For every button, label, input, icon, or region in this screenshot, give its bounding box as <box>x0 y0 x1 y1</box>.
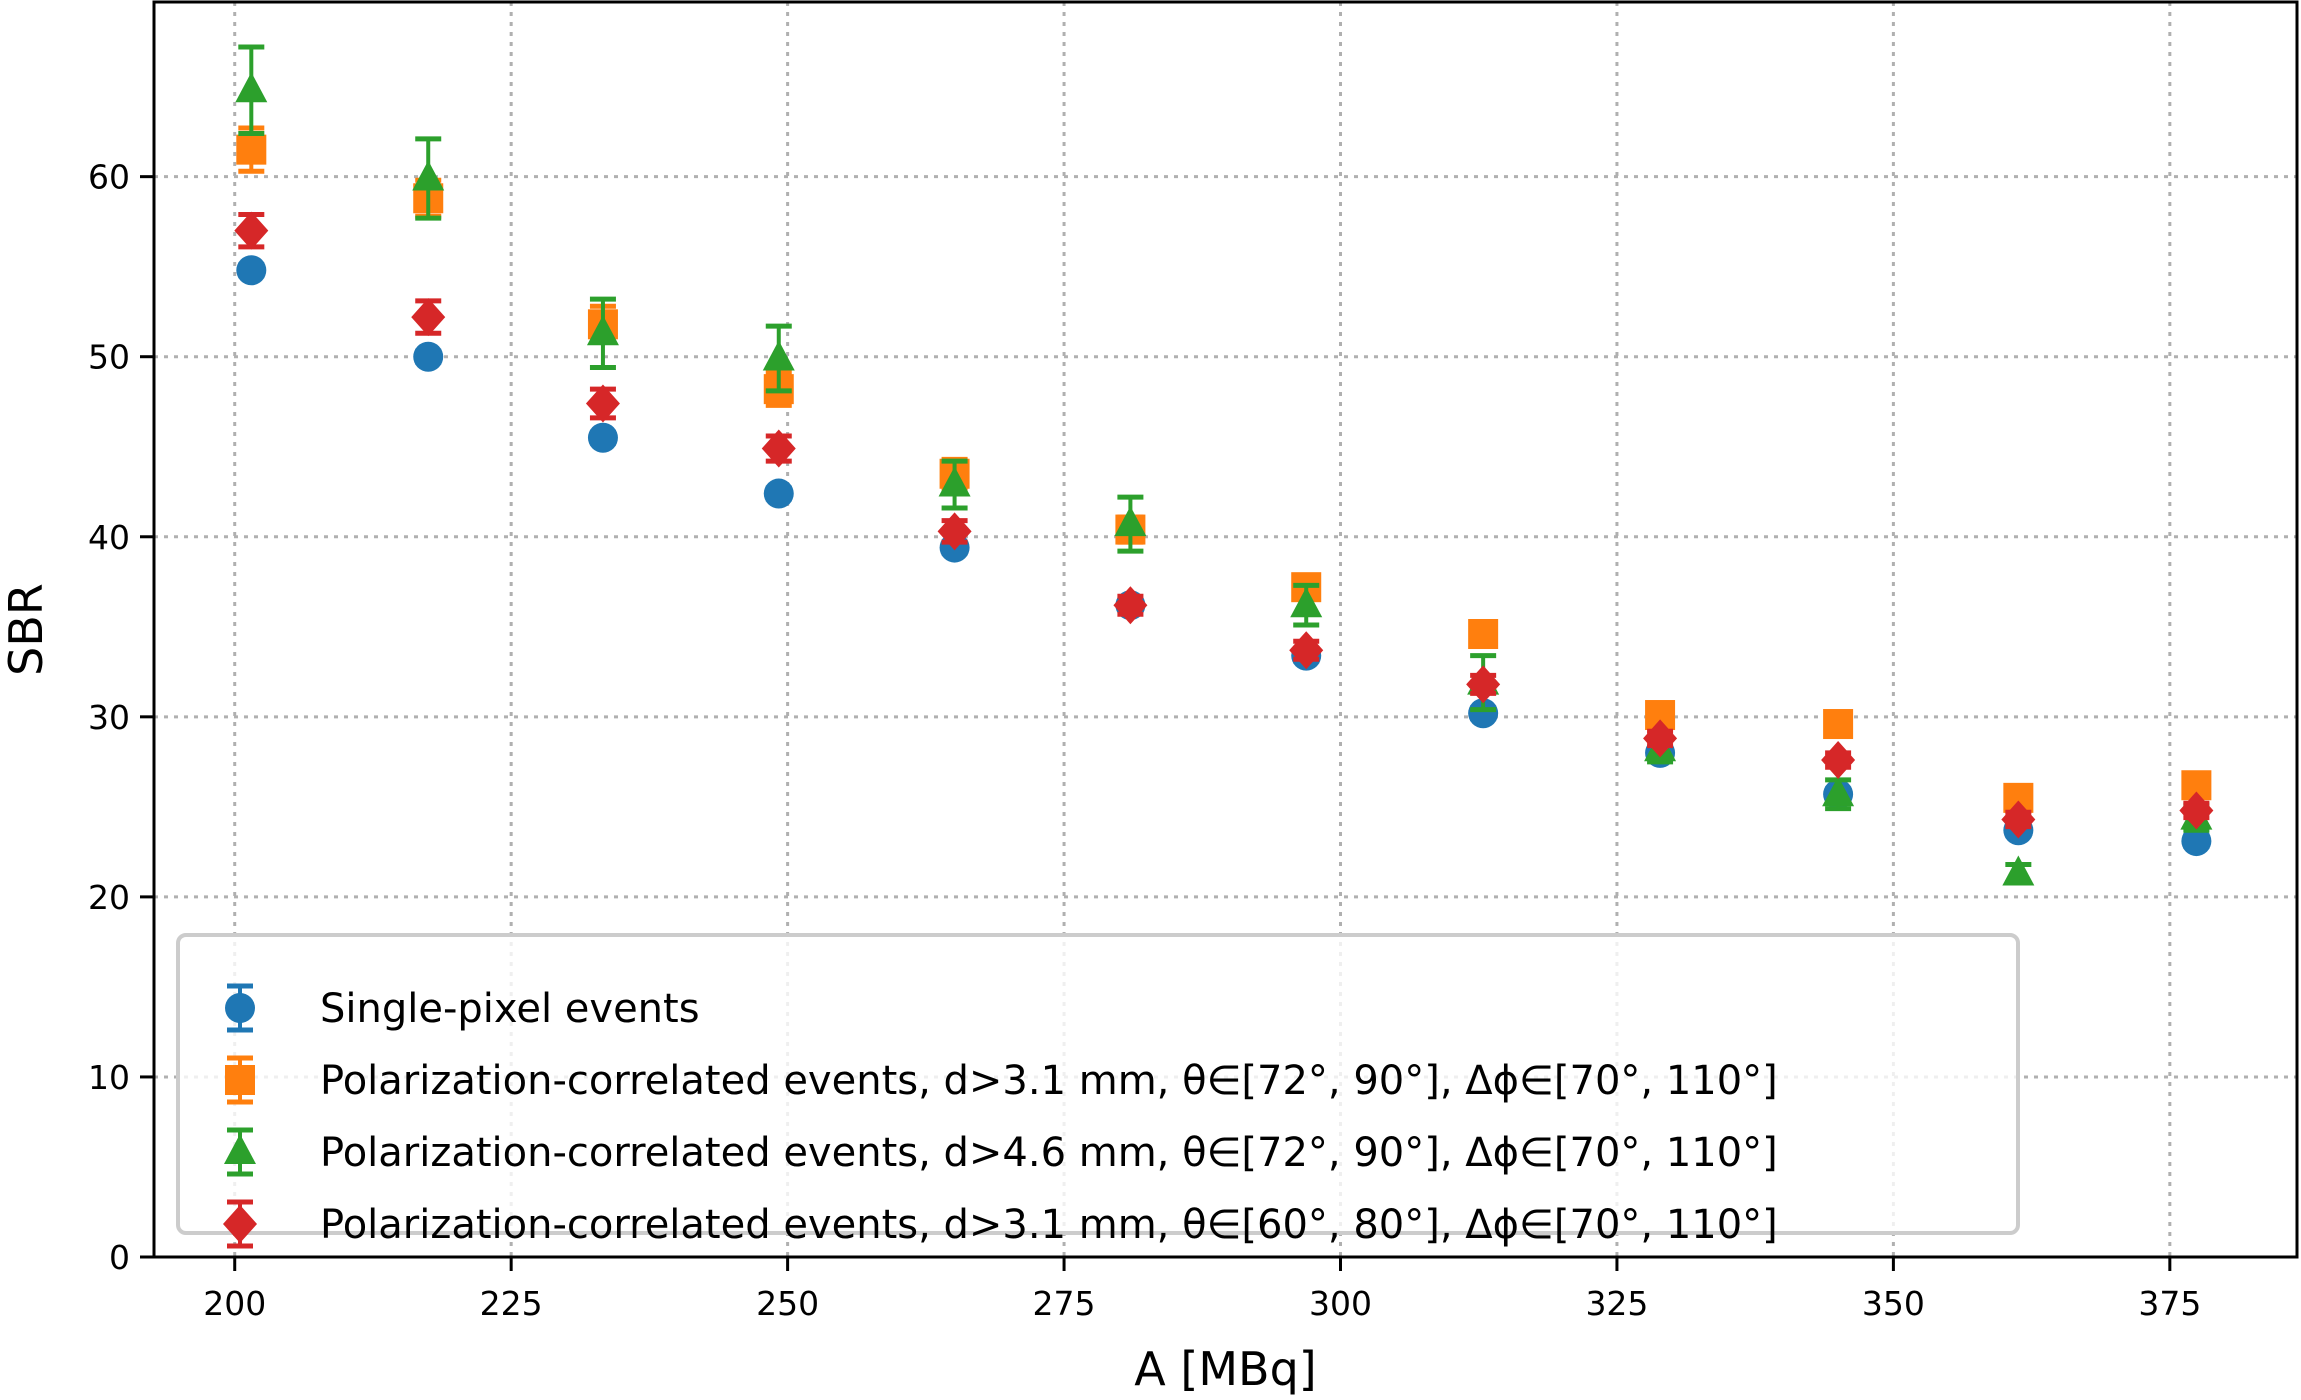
x-axis-label: A [MBq] <box>1134 1342 1316 1396</box>
data-point-circle <box>236 255 267 286</box>
legend-item: Polarization-correlated events, d>3.1 mm… <box>225 1055 1778 1105</box>
data-point-square <box>236 134 267 165</box>
data-point-triangle <box>1290 587 1323 618</box>
data-point-circle <box>763 478 794 509</box>
legend: Single-pixel events Polarization-correlat… <box>176 933 2020 1249</box>
series-4 <box>234 211 2214 839</box>
x-tick-label: 350 <box>1862 1284 1925 1323</box>
data-point-triangle <box>412 160 445 191</box>
legend-label: Polarization-correlated events, d>3.1 mm… <box>320 1202 1778 1248</box>
y-tick-label: 60 <box>88 158 130 197</box>
data-point-diamond <box>1466 665 1501 704</box>
x-tick-label: 275 <box>1033 1284 1096 1323</box>
legend-marker-diamond <box>223 1205 257 1243</box>
y-tick-label: 50 <box>88 338 130 377</box>
y-tick-label: 30 <box>88 698 130 737</box>
data-point-diamond <box>411 298 446 337</box>
legend-marker-circle <box>225 993 255 1023</box>
data-point-diamond <box>1113 586 1148 625</box>
legend-item: Polarization-correlated events, d>3.1 mm… <box>223 1199 1778 1249</box>
axis-ticks: 200 225 250 275 300 325 350 375 0 10 20 30 40 50 60 <box>88 158 2201 1323</box>
data-point-triangle <box>1114 506 1147 537</box>
data-point-triangle <box>762 340 795 371</box>
series-2 <box>236 125 2212 813</box>
data-point-diamond <box>585 384 620 423</box>
x-tick-label: 325 <box>1585 1284 1648 1323</box>
x-tick-label: 375 <box>2138 1284 2201 1323</box>
plot-frame <box>152 0 2299 1259</box>
x-tick-label: 225 <box>480 1284 543 1323</box>
y-tick-label: 20 <box>88 878 130 917</box>
x-tick-label: 250 <box>756 1284 819 1323</box>
data-point-triangle <box>586 315 619 346</box>
x-tick-label: 300 <box>1309 1284 1372 1323</box>
series-1 <box>236 255 2212 857</box>
data-point-circle <box>413 341 444 372</box>
data-point-circle <box>587 422 618 453</box>
y-tick-label: 0 <box>109 1238 130 1277</box>
legend-marker-square <box>225 1065 255 1095</box>
data-point-triangle <box>235 72 268 103</box>
data-point-triangle <box>938 466 971 497</box>
data-point-triangle <box>1822 776 1855 807</box>
legend-label: Polarization-correlated events, d>3.1 mm… <box>320 1058 1778 1104</box>
series-3 <box>235 44 2213 886</box>
legend-label: Single-pixel events <box>320 986 700 1032</box>
data-point-diamond <box>937 512 972 551</box>
data-point-diamond <box>1821 741 1856 780</box>
data-point-circle <box>1468 698 1499 729</box>
y-axis-label: SBR <box>0 583 53 676</box>
legend-item: Polarization-correlated events, d>4.6 mm… <box>224 1127 1778 1177</box>
data-point-circle <box>2181 826 2212 857</box>
data-point-diamond <box>234 211 269 250</box>
data-point-diamond <box>2179 791 2214 830</box>
data-point-diamond <box>1289 631 1324 670</box>
y-tick-label: 10 <box>88 1058 130 1097</box>
data-point-diamond <box>2001 800 2036 839</box>
data-point-triangle <box>2002 855 2035 886</box>
legend-box <box>176 933 2020 1235</box>
data-point-square <box>1468 619 1499 650</box>
data-point-square <box>1823 709 1854 740</box>
data-point-diamond <box>761 429 796 468</box>
legend-label: Polarization-correlated events, d>4.6 mm… <box>320 1130 1778 1176</box>
y-tick-label: 40 <box>88 518 130 557</box>
x-tick-label: 200 <box>203 1284 266 1323</box>
data-points <box>234 44 2214 886</box>
legend-item: Single-pixel events <box>225 983 700 1033</box>
legend-marker-triangle <box>224 1134 256 1164</box>
data-point-diamond <box>1643 719 1678 758</box>
